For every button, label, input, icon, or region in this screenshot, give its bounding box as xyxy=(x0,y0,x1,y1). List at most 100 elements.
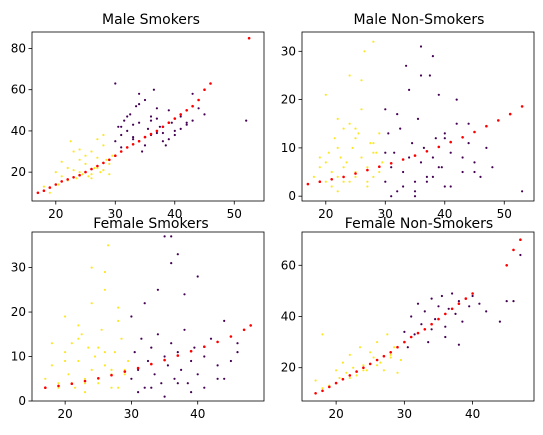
point-class-b xyxy=(129,113,131,115)
fit-point xyxy=(328,386,331,389)
point-class-b xyxy=(150,387,152,389)
fit-point xyxy=(414,154,417,157)
point-class-b xyxy=(236,351,238,353)
fit-point xyxy=(449,141,452,144)
point-class-b xyxy=(130,315,132,317)
point-class-a xyxy=(372,142,374,144)
point-class-a xyxy=(376,341,378,343)
point-class-a xyxy=(70,140,72,142)
y-tick-label: 40 xyxy=(281,310,296,324)
fit-point xyxy=(424,328,427,331)
y-tick-label: 10 xyxy=(281,141,296,155)
panel-title: Male Non-Smokers xyxy=(354,12,485,28)
point-class-b xyxy=(417,303,419,305)
point-class-a xyxy=(363,50,365,52)
point-class-a xyxy=(51,364,53,366)
fit-point xyxy=(71,382,74,385)
fit-point xyxy=(230,335,233,338)
point-class-a xyxy=(396,372,398,374)
point-class-b xyxy=(157,333,159,335)
point-class-a xyxy=(349,377,351,379)
point-class-b xyxy=(140,338,142,340)
point-class-b xyxy=(458,300,460,302)
point-class-b xyxy=(170,262,172,264)
point-class-b xyxy=(420,74,422,76)
point-class-a xyxy=(379,362,381,364)
point-class-a xyxy=(321,387,323,389)
point-class-b xyxy=(187,382,189,384)
point-class-b xyxy=(420,161,422,163)
point-class-a xyxy=(84,155,86,157)
point-class-b xyxy=(138,103,140,105)
point-class-a xyxy=(349,74,351,76)
fit-point xyxy=(66,178,69,181)
point-class-b xyxy=(403,331,405,333)
point-class-a xyxy=(372,176,374,178)
point-class-a xyxy=(376,364,378,366)
fit-point xyxy=(163,359,166,362)
point-class-b xyxy=(390,195,392,197)
y-tick-label: 0 xyxy=(18,394,26,408)
point-class-a xyxy=(99,171,101,173)
fit-point xyxy=(114,154,117,157)
point-class-b xyxy=(164,355,166,357)
point-class-a xyxy=(84,391,86,393)
point-class-b xyxy=(192,120,194,122)
fit-point xyxy=(96,165,99,168)
point-class-b xyxy=(210,338,212,340)
point-class-b xyxy=(444,132,446,134)
point-class-b xyxy=(144,387,146,389)
fit-point xyxy=(321,390,324,393)
point-class-a xyxy=(110,369,112,371)
point-class-b xyxy=(402,185,404,187)
point-class-b xyxy=(438,94,440,96)
point-class-a xyxy=(73,150,75,152)
fit-point xyxy=(197,99,200,102)
fit-point xyxy=(150,133,153,136)
point-class-b xyxy=(444,185,446,187)
fit-point xyxy=(97,377,100,380)
point-class-b xyxy=(117,126,119,128)
point-class-b xyxy=(420,45,422,47)
point-class-a xyxy=(354,137,356,139)
fit-point xyxy=(426,150,429,153)
point-class-a xyxy=(101,329,103,331)
point-class-b xyxy=(384,181,386,183)
point-class-a xyxy=(381,161,383,163)
point-class-a xyxy=(360,79,362,81)
fit-point xyxy=(509,113,512,116)
point-class-b xyxy=(190,360,192,362)
fit-point xyxy=(330,178,333,181)
point-class-a xyxy=(77,324,79,326)
point-class-b xyxy=(405,65,407,67)
x-tick-label: 20 xyxy=(328,407,343,421)
point-class-b xyxy=(203,387,205,389)
point-class-b xyxy=(170,342,172,344)
point-class-b xyxy=(456,99,458,101)
point-class-a xyxy=(67,167,69,169)
point-class-a xyxy=(67,373,69,375)
point-class-a xyxy=(61,175,63,177)
point-class-b xyxy=(411,142,413,144)
point-class-b xyxy=(472,295,474,297)
fit-point xyxy=(342,176,345,179)
point-class-b xyxy=(217,378,219,380)
point-class-b xyxy=(197,373,199,375)
point-class-a xyxy=(331,171,333,173)
point-class-a xyxy=(372,152,374,154)
y-tick-label: 20 xyxy=(281,361,296,375)
fit-point xyxy=(137,367,140,370)
point-class-b xyxy=(180,115,182,117)
fit-point xyxy=(108,159,111,162)
point-class-a xyxy=(335,369,337,371)
fit-point xyxy=(185,109,188,112)
point-class-b xyxy=(521,190,523,192)
fit-point xyxy=(191,105,194,108)
panel-title: Male Smokers xyxy=(102,12,200,28)
point-class-a xyxy=(82,173,84,175)
fit-point xyxy=(438,146,441,149)
fit-point xyxy=(102,162,105,165)
point-class-b xyxy=(132,136,134,138)
fit-point xyxy=(177,354,180,357)
point-class-b xyxy=(120,134,122,136)
